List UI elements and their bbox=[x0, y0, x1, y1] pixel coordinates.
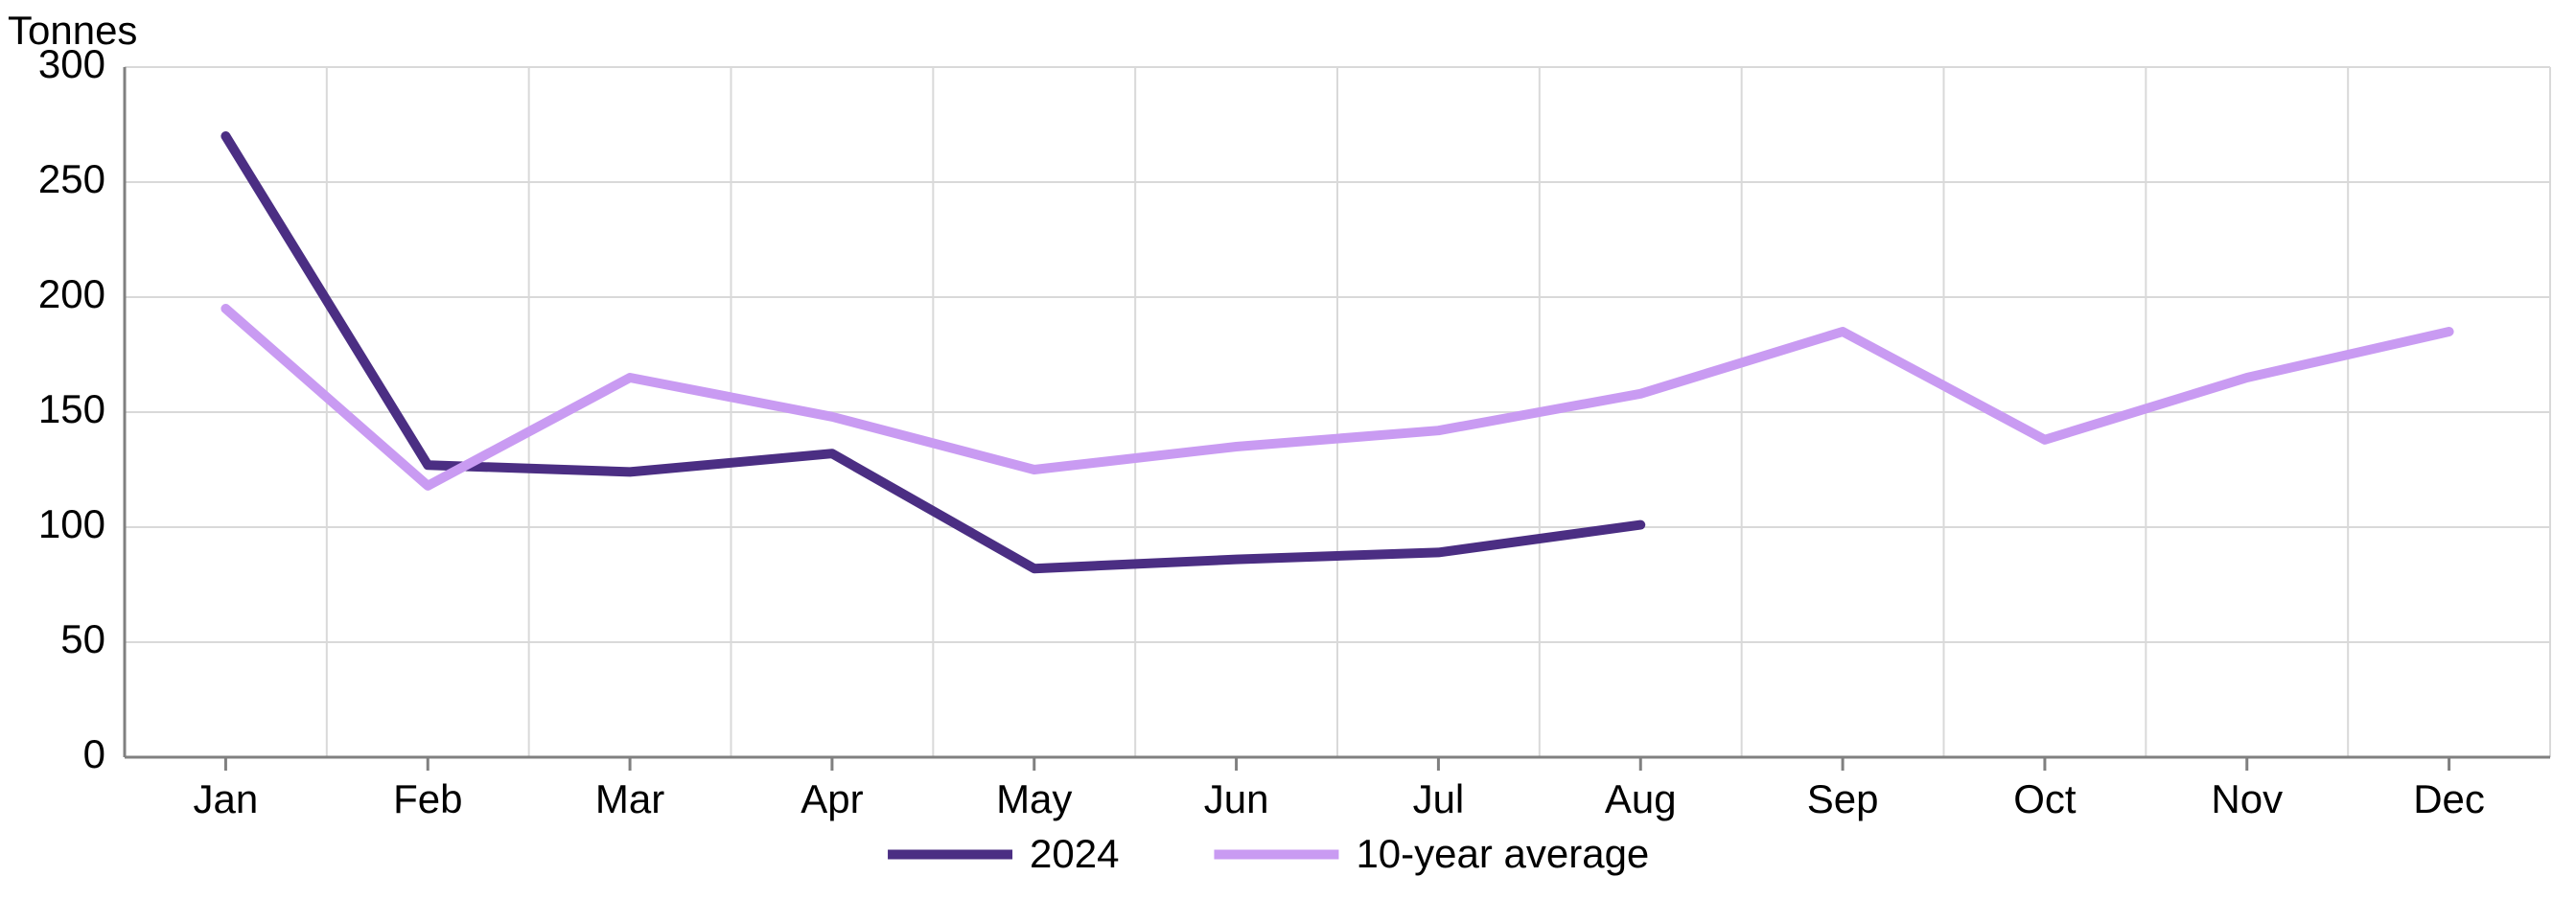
x-tick-label: Feb bbox=[393, 776, 462, 821]
x-tick-label: May bbox=[996, 776, 1072, 821]
x-tick-label: Sep bbox=[1807, 776, 1879, 821]
x-tick-label: Nov bbox=[2211, 776, 2283, 821]
tonnes-line-chart: 050100150200250300JanFebMarAprMayJunJulA… bbox=[0, 0, 2576, 900]
y-tick-label: 100 bbox=[38, 501, 105, 546]
legend-label: 10-year average bbox=[1356, 831, 1649, 876]
x-tick-label: Jun bbox=[1204, 776, 1269, 821]
y-tick-label: 200 bbox=[38, 271, 105, 316]
x-tick-label: Apr bbox=[801, 776, 863, 821]
legend-label: 2024 bbox=[1030, 831, 1119, 876]
x-tick-label: Aug bbox=[1605, 776, 1677, 821]
y-tick-label: 150 bbox=[38, 386, 105, 431]
y-tick-label: 0 bbox=[83, 731, 105, 776]
y-tick-label: 50 bbox=[60, 616, 105, 661]
x-tick-label: Jul bbox=[1413, 776, 1465, 821]
x-tick-label: Mar bbox=[595, 776, 664, 821]
x-tick-label: Jan bbox=[194, 776, 259, 821]
y-tick-label: 250 bbox=[38, 156, 105, 201]
x-tick-label: Dec bbox=[2413, 776, 2485, 821]
x-tick-label: Oct bbox=[2013, 776, 2077, 821]
y-axis-title: Tonnes bbox=[8, 8, 137, 53]
